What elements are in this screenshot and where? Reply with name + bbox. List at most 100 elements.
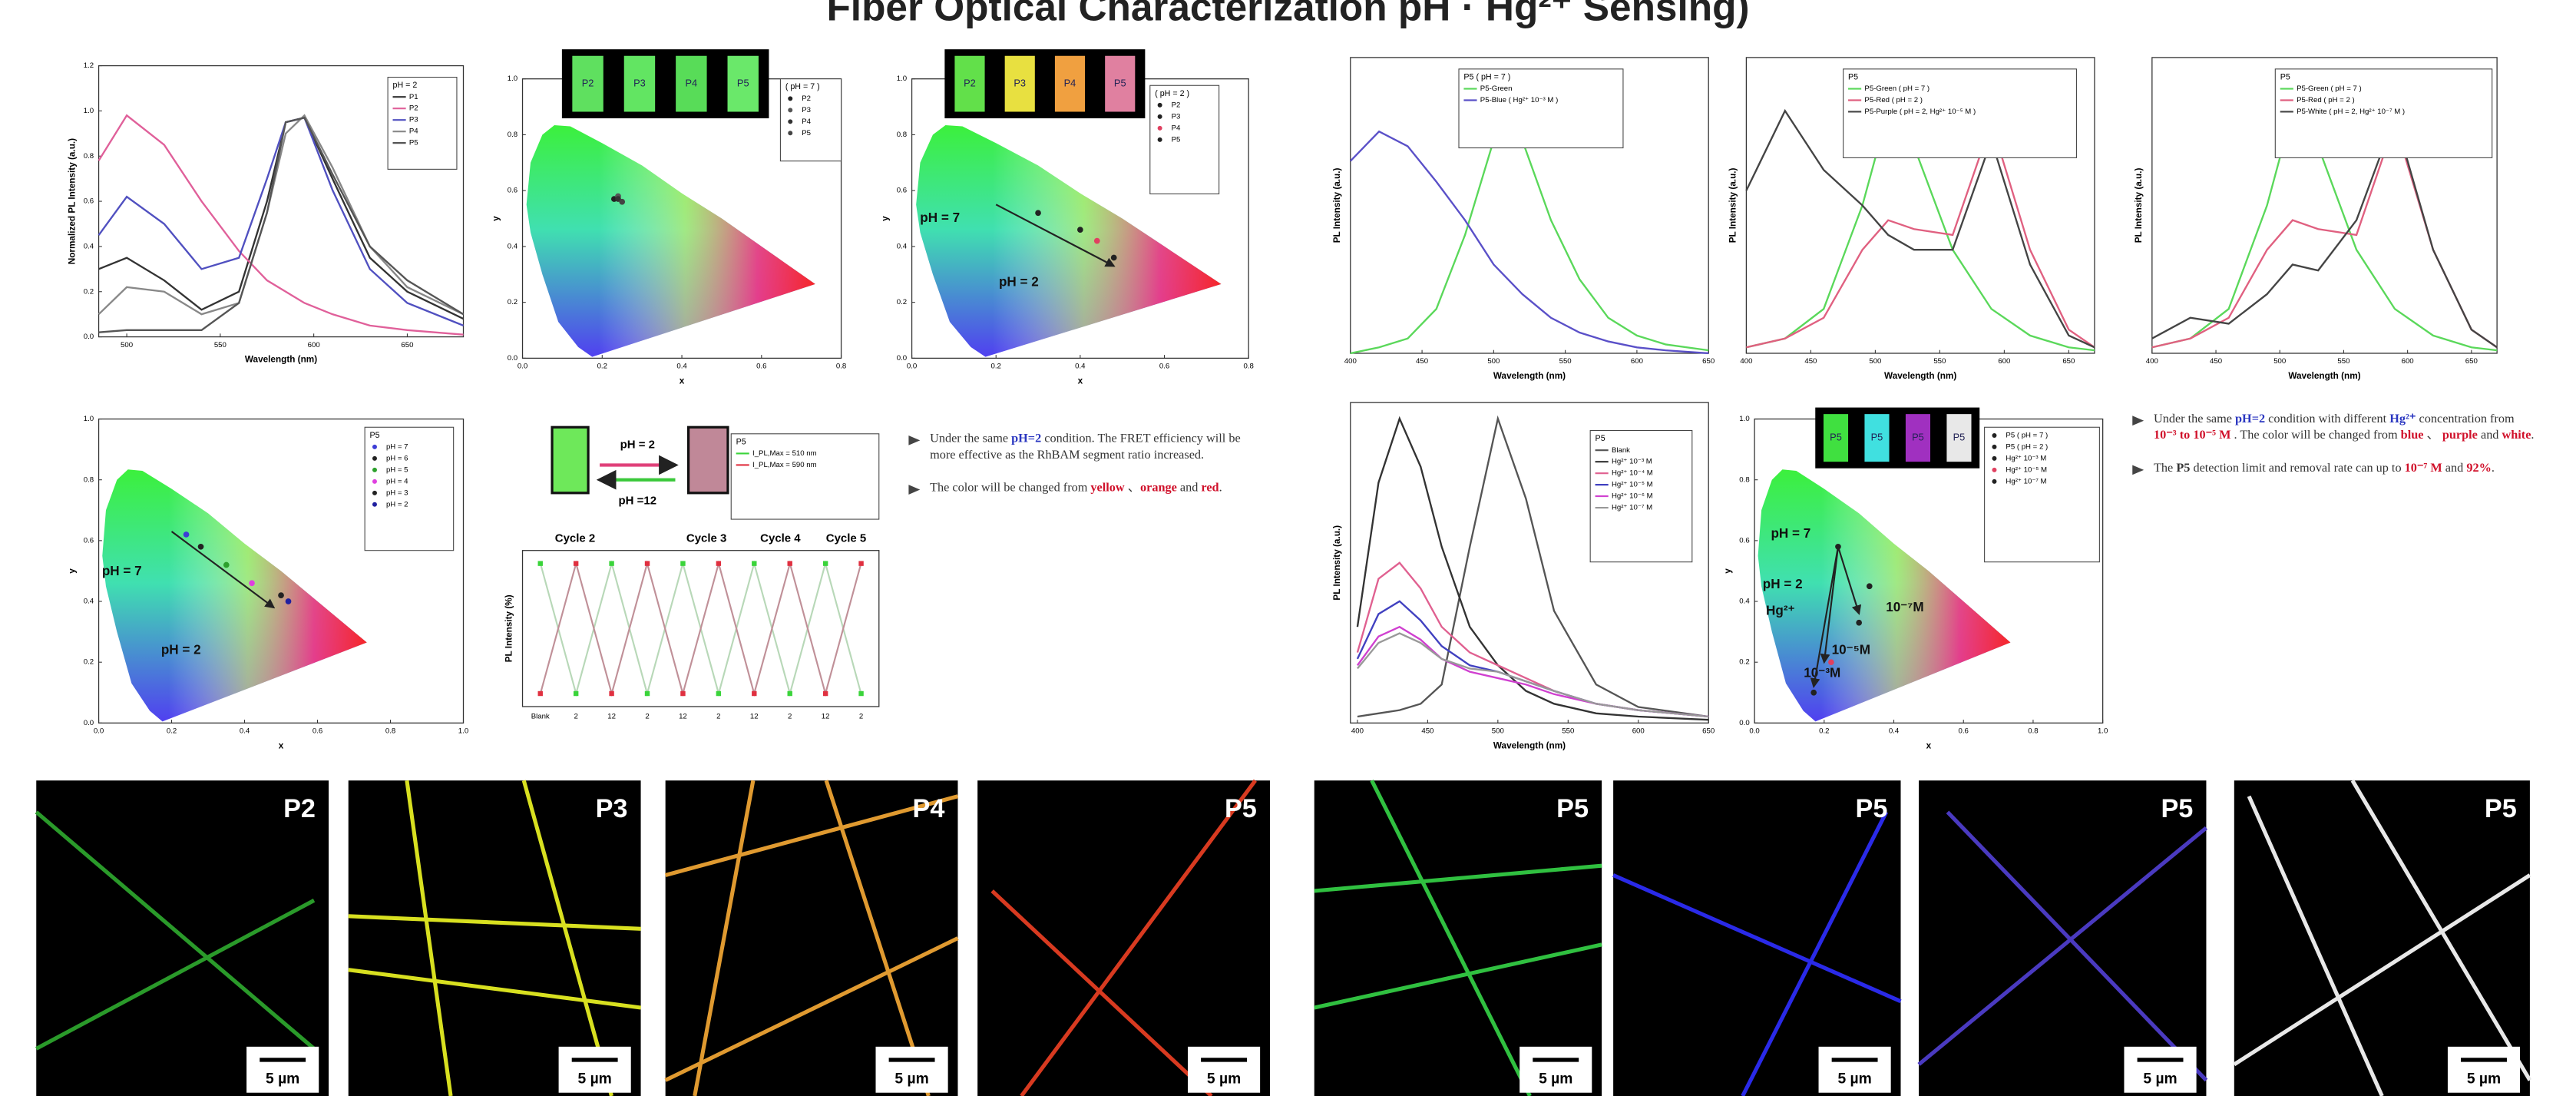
text-run: concentration from [2416,411,2514,425]
ph12-sample [689,427,728,493]
y-tick-label: 0.6 [84,197,94,206]
x-tick-label: 550 [1933,357,1946,366]
legend-title: P5 [736,437,746,446]
x-tick-label: 500 [1487,357,1500,366]
text-run: The color will be changed from [930,479,1090,494]
x-tick-label: 2 [574,712,577,720]
bullet-arrow [2132,464,2144,474]
legend-label: pH = 7 [386,442,408,451]
text-run: 10⁻⁷ M [2405,459,2442,474]
x-tick-label: 600 [2402,357,2414,366]
legend-swatch [372,456,377,461]
swatch-label: P5 [1912,432,1924,443]
x-axis-label: x [1078,376,1083,386]
cycle-point [752,561,756,565]
legend-label: pH = 2 [386,500,408,508]
x-tick-label: 450 [2210,357,2222,366]
legend-swatch [1992,433,1996,438]
scale-label: 5 µm [1207,1071,1241,1088]
y-tick-label: 0.6 [1739,536,1749,545]
text-run: condition with different [2265,411,2389,425]
x-tick-label: 600 [1998,357,2010,366]
legend-label: P1 [409,93,418,101]
legend-label: pH = 6 [386,454,408,462]
x-axis-label: Wavelength (nm) [1493,740,1566,750]
x-tick-label: 0.8 [1243,363,1253,371]
y-tick-label: 0.8 [84,475,94,484]
y-tick-label: 0.2 [508,298,518,306]
legend-label: pH = 4 [386,477,408,485]
y-axis-label: PL Intensity (a.u.) [1728,167,1738,243]
y-tick-label: 0.0 [84,719,94,727]
spectrum-line [1351,123,1708,353]
legend-swatch [788,96,792,101]
text-run: yellow [1090,479,1124,494]
y-tick-label: 0.2 [897,298,907,306]
text-run: pH=2 [1011,431,1041,445]
legend-label: P5-Purple ( pH = 2, Hg²⁺ 10⁻⁵ M ) [1864,108,1976,116]
y-tick-label: 1.0 [508,75,518,83]
bullet-block: Under the same pH=2 condition. The FRET … [908,431,1257,776]
x-tick-label: 650 [1702,727,1715,736]
x-tick-label: 0.0 [518,363,527,371]
swatch-label: P5 [1871,432,1883,443]
cycle-point [609,561,613,565]
legend-label: P2 [802,94,811,103]
cie-point [1077,227,1083,233]
x-tick-label: 0.8 [2028,727,2038,736]
text-run: purple [2442,428,2478,442]
legend-swatch [372,479,377,484]
bullet-arrow [908,435,920,445]
y-tick-label: 0.4 [897,242,908,250]
swatch-label: P4 [686,78,698,89]
cycle-point [574,691,578,696]
legend-swatch [1158,114,1162,119]
slide: Fiber Optical Characterization pH · Hg²⁺… [0,0,2576,1096]
cie-point [1111,255,1117,261]
cycle-point [645,561,650,565]
scale-label: 5 µm [266,1071,299,1088]
x-tick-label: 1.0 [458,727,468,736]
cie-point [286,598,292,604]
legend-label: Blank [1612,446,1630,455]
text-run: and [2442,459,2467,474]
annotation: 10⁻⁵M [1832,643,1870,657]
x-tick-label: 0.4 [240,727,250,736]
legend-label: P5 [1172,135,1181,144]
legend-label: P5-Green [1480,84,1513,93]
legend-swatch [1992,479,1996,484]
legend-swatch [788,119,792,124]
x-tick-label: 0.2 [991,363,1001,371]
y-axis-label: PL Intensity (%) [504,594,514,662]
y-tick-label: 0.6 [84,536,94,545]
x-tick-label: 450 [1416,357,1428,366]
cycle-point [823,561,828,565]
y-tick-label: 0.0 [897,354,907,363]
legend-label: P4 [1172,124,1181,132]
micrograph-label: P3 [596,794,628,823]
legend-label: I_PL,Max = 590 nm [752,461,817,469]
legend-label: P3 [802,106,811,114]
y-tick-label: 1.2 [84,61,94,70]
x-tick-label: 450 [1804,357,1817,366]
cie-point [1867,583,1873,589]
swatch-label: P5 [1830,432,1842,443]
legend-label: Hg²⁺ 10⁻⁷ M [1612,504,1652,512]
y-tick-label: 0.0 [508,354,518,363]
legend-title: P5 [370,431,380,440]
x-tick-label: 0.6 [312,727,322,736]
text-run: . [1219,479,1222,494]
x-tick-label: 0.0 [94,727,104,736]
y-tick-label: 0.4 [84,598,94,606]
x-tick-label: 400 [1740,357,1752,366]
text-run: and [2478,428,2502,442]
y-tick-label: 0.8 [84,152,94,161]
legend-swatch [372,502,377,507]
bullet-list: Under the same pH=2 condition. The FRET … [908,431,1257,496]
y-tick-label: 1.0 [84,415,94,423]
cycle-label: Cycle 4 [760,532,801,545]
cie-locus-overlay [527,125,815,357]
micrograph-label: P5 [2485,794,2517,823]
x-tick-label: 12 [607,712,616,720]
y-tick-label: 0.2 [1739,658,1749,667]
